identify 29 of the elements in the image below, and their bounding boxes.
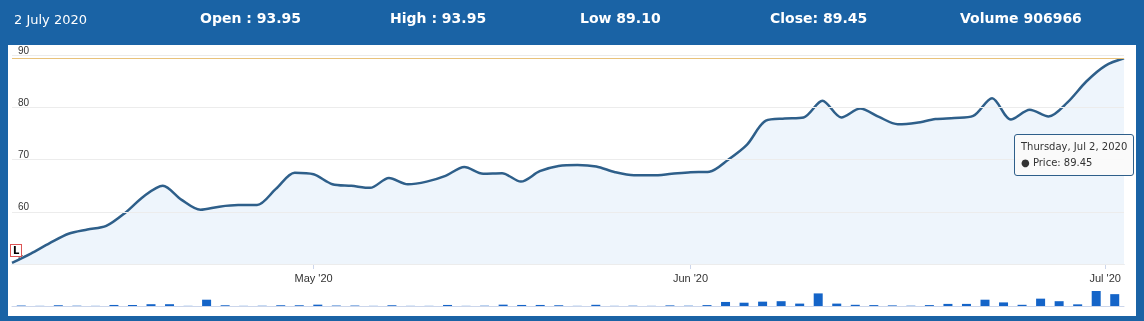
x-tick-label: Jul '20 <box>1089 271 1121 284</box>
annotation: Thursday, Jul 2, 2020 ● Price: 89.45 <box>1014 133 1135 176</box>
y-tick-label: 80 <box>18 97 30 109</box>
bar <box>739 302 749 306</box>
annotation: L <box>10 243 23 257</box>
text: Low 89.10 <box>580 10 661 26</box>
text: Volume 906966 <box>960 10 1082 26</box>
bar <box>1110 294 1120 306</box>
text: 2 July 2020 <box>14 12 87 27</box>
bar <box>202 299 212 306</box>
bar <box>1091 291 1101 306</box>
bar <box>980 299 990 306</box>
bar <box>776 301 786 306</box>
text: Close: 89.45 <box>770 10 868 26</box>
bar <box>943 303 953 306</box>
text: Open : 93.95 <box>200 10 302 26</box>
bar <box>961 303 971 306</box>
bar <box>1054 301 1064 306</box>
bar <box>813 293 823 306</box>
y-tick-label: 90 <box>18 44 30 56</box>
y-tick-label: 60 <box>18 201 30 213</box>
x-tick-label: May '20 <box>294 271 333 284</box>
bar <box>999 302 1009 306</box>
bar <box>1036 298 1046 306</box>
x-tick-label: Jun '20 <box>672 271 709 284</box>
y-tick-label: 70 <box>18 149 30 161</box>
bar <box>758 301 768 306</box>
bar <box>721 301 731 306</box>
text: High : 93.95 <box>390 10 487 26</box>
